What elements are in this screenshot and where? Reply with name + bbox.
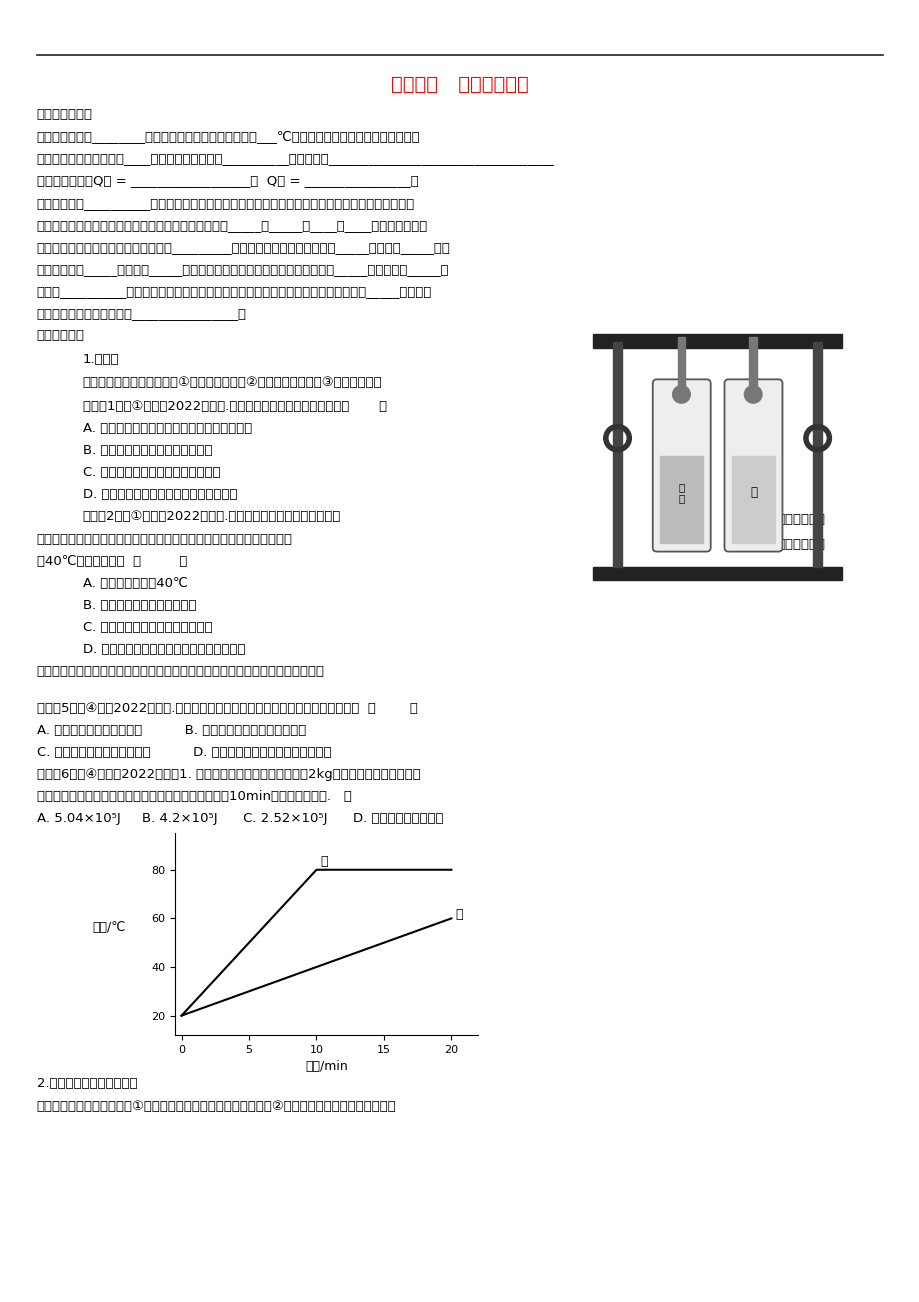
Wedge shape bbox=[603, 424, 630, 452]
Text: 比热容这部分的主要考点：①比热容的概念，②探究物质比热容，③比热容的应用: 比热容这部分的主要考点：①比热容的概念，②探究物质比热容，③比热容的应用 bbox=[83, 376, 382, 389]
Text: A. 煎油温度先升到40℃: A. 煎油温度先升到40℃ bbox=[83, 577, 187, 590]
Text: （二）热量公式Q放 = __________________；  Q吸 = ________________。: （二）热量公式Q放 = __________________； Q吸 = ___… bbox=[37, 174, 418, 187]
Text: 例与练5（点④）（2022宁夏）.下列实例中，不是利用水的比热容较大这一特性的是  （        ）: 例与练5（点④）（2022宁夏）.下列实例中，不是利用水的比热容较大这一特性的是… bbox=[37, 702, 417, 715]
Text: 2.汽油机的工作原理和过程: 2.汽油机的工作原理和过程 bbox=[37, 1077, 137, 1090]
Text: B. 同一时刻水的温度比煎油高: B. 同一时刻水的温度比煎油高 bbox=[83, 599, 196, 612]
Text: A. 汽车发动机用水循环冷却          B. 在河流上建水电站，蓄水发电: A. 汽车发动机用水循环冷却 B. 在河流上建水电站，蓄水发电 bbox=[37, 724, 306, 737]
Text: 水: 水 bbox=[455, 909, 462, 922]
Circle shape bbox=[743, 385, 761, 404]
Text: 1.比热容: 1.比热容 bbox=[83, 353, 119, 366]
Text: C. 「暖气」中采用水循环供暖          D. 在城市建人工湖，有助于调节气温: C. 「暖气」中采用水循环供暖 D. 在城市建人工湖，有助于调节气温 bbox=[37, 746, 331, 759]
Text: D. 升高相同的温度，煎油需加热较长的时间: D. 升高相同的温度，煎油需加热较长的时间 bbox=[83, 643, 245, 656]
Text: A. 5.04×10⁵J     B. 4.2×10⁵J      C. 2.52×10⁵J      D. 条件不足，不能计算: A. 5.04×10⁵J B. 4.2×10⁵J C. 2.52×10⁵J D.… bbox=[37, 812, 443, 825]
Text: 网同时加热规格相同，分别装上质量和初温都相同的煎油和水的试管，至: 网同时加热规格相同，分别装上质量和初温都相同的煎油和水的试管，至 bbox=[37, 533, 292, 546]
Text: （四）__________叫做这种燃料的热値，热値是燃料的一种特性，不同的燃料热値一般_____；燃料完: （四）__________叫做这种燃料的热値，热値是燃料的一种特性，不同的燃料热… bbox=[37, 285, 432, 298]
Bar bbox=[732, 456, 774, 543]
Text: C. 加热相同时间，水吸收的热量多: C. 加热相同时间，水吸收的热量多 bbox=[83, 621, 212, 634]
Bar bbox=[612, 342, 621, 566]
Text: 管内液体升温: 管内液体升温 bbox=[777, 538, 824, 551]
Text: 程为一个工作循环，在一个循环中只有_________冲程是燃气对外做功的过程，_____能转化成_____能；: 程为一个工作循环，在一个循环中只有_________冲程是燃气对外做功的过程，_… bbox=[37, 241, 450, 254]
Bar bbox=[812, 342, 822, 566]
Text: D. 物体的比热容与温度、质量都没有关系: D. 物体的比热容与温度、质量都没有关系 bbox=[83, 488, 237, 501]
Text: （一）比热容：________的某种物质温度升高（或降低）___℃时，吸收（或放出）的热量，叫做该: （一）比热容：________的某种物质温度升高（或降低）___℃时，吸收（或放… bbox=[37, 130, 420, 143]
X-axis label: 时间/min: 时间/min bbox=[305, 1060, 347, 1073]
Text: 水: 水 bbox=[749, 487, 756, 499]
Bar bbox=[660, 456, 702, 543]
Bar bbox=[593, 335, 841, 348]
Text: 示，隔着石棉: 示，隔着石棉 bbox=[777, 513, 824, 526]
Y-axis label: 温度/℃: 温度/℃ bbox=[93, 922, 126, 935]
Text: A. 物体的比热容跟物体吸收或放出的热量有关: A. 物体的比热容跟物体吸收或放出的热量有关 bbox=[83, 422, 252, 435]
Text: 一端叫做一个冲程，常见的汽油机有几个冲程，分别是_____、_____、____、____，完成这四个冲: 一端叫做一个冲程，常见的汽油机有几个冲程，分别是_____、_____、____… bbox=[37, 219, 427, 232]
Text: 煎
油: 煎 油 bbox=[678, 482, 684, 504]
Text: 例与练2（点①）：（2022广州）.水的比热容比煎油的大。如图所: 例与练2（点①）：（2022广州）.水的比热容比煎油的大。如图所 bbox=[83, 510, 341, 523]
Text: 全燃烧是放出的热量公式：________________。: 全燃烧是放出的热量公式：________________。 bbox=[37, 307, 246, 320]
Text: 『课前准备』：: 『课前准备』： bbox=[37, 108, 93, 121]
Circle shape bbox=[672, 385, 689, 404]
Text: 的温度随时间的变化关系如图图所示，据此判断甲物质10min吸收的热量为（.   ）: 的温度随时间的变化关系如图图所示，据此判断甲物质10min吸收的热量为（. ） bbox=[37, 790, 351, 803]
Text: 在压缩冲程中_____能转化成_____能；汽油机完成一个工作循环时，曲轴旋转_____，活塞往复_____。: 在压缩冲程中_____能转化成_____能；汽油机完成一个工作循环时，曲轴旋转_… bbox=[37, 263, 448, 276]
Text: 点评：比热容是物质的物理属性，比热容大的物体，吸热升温慢，放热降温也慢。: 点评：比热容是物质的物理属性，比热容大的物体，吸热升温慢，放热降温也慢。 bbox=[37, 665, 324, 678]
Text: 例与练6（点④）：（2022济宁）1. 用两个相同的电热器给质量同为2kg的物质甲和水加热，它们: 例与练6（点④）：（2022济宁）1. 用两个相同的电热器给质量同为2kg的物质… bbox=[37, 768, 420, 781]
Text: 『课堂学习』: 『课堂学习』 bbox=[37, 329, 85, 342]
Text: C. 物体的质量越大，它的比热容越大: C. 物体的质量越大，它的比热容越大 bbox=[83, 466, 221, 479]
Text: （三）热机是__________的装置。热机工作时，活塞在汽缸内做往复运动，活塞从汽缸一端运动到另: （三）热机是__________的装置。热机工作时，活塞在汽缸内做往复运动，活塞… bbox=[37, 197, 414, 210]
Text: 第十二章   机械能和内能: 第十二章 机械能和内能 bbox=[391, 76, 528, 94]
Text: B. 物体的比热容跟物体的温度有关: B. 物体的比热容跟物体的温度有关 bbox=[83, 444, 212, 457]
Text: 例与练1（点①）：（2022武汉）.关于比热容，下列说法正确的是（       ）: 例与练1（点①）：（2022武汉）.关于比热容，下列说法正确的是（ ） bbox=[83, 400, 387, 413]
Text: 到40℃，这个过程中  （         ）: 到40℃，这个过程中 （ ） bbox=[37, 555, 187, 568]
Text: 种物质的比热容，用符号____表示。水的比热容为__________，它表示：__________________________________: 种物质的比热容，用符号____表示。水的比热容为__________，它表示：_… bbox=[37, 152, 554, 165]
Wedge shape bbox=[803, 424, 831, 452]
FancyBboxPatch shape bbox=[652, 379, 709, 552]
Text: 甲: 甲 bbox=[320, 855, 328, 868]
Bar bbox=[676, 337, 685, 392]
FancyBboxPatch shape bbox=[724, 379, 781, 552]
Bar bbox=[749, 337, 756, 392]
Bar bbox=[593, 566, 841, 581]
Text: 汽油机这部分的主要考点：①汽油机的一个工作循环的四个冲程，②四个冲程中的能量转化情况及综: 汽油机这部分的主要考点：①汽油机的一个工作循环的四个冲程，②四个冲程中的能量转化… bbox=[37, 1100, 396, 1113]
